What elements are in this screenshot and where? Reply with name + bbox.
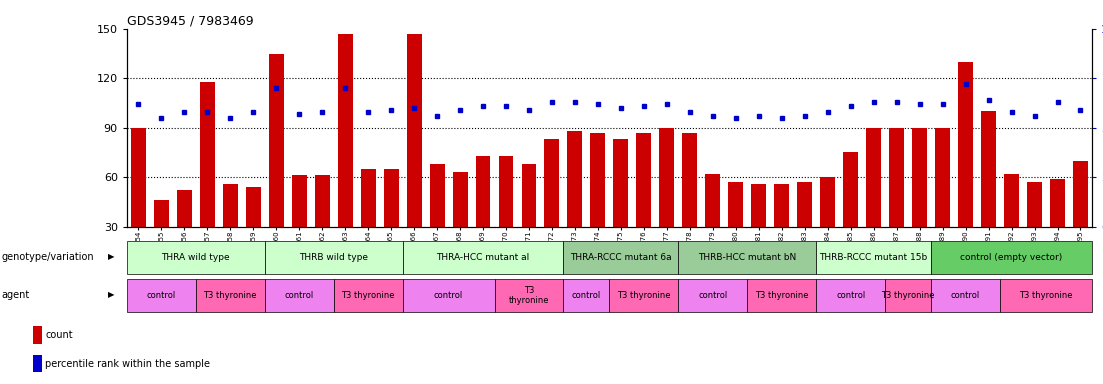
Text: control: control: [147, 291, 176, 300]
Bar: [774, 184, 790, 276]
Bar: [564, 279, 609, 312]
Bar: [678, 241, 816, 274]
Bar: [127, 241, 265, 274]
Bar: [334, 279, 403, 312]
Bar: [291, 175, 307, 276]
Bar: [545, 139, 559, 276]
Bar: [567, 131, 582, 276]
Bar: [246, 187, 260, 276]
Bar: [475, 156, 491, 276]
Bar: [384, 169, 398, 276]
Bar: [931, 279, 1000, 312]
Text: percentile rank within the sample: percentile rank within the sample: [45, 359, 211, 369]
Text: control: control: [285, 291, 314, 300]
Text: GDS3945 / 7983469: GDS3945 / 7983469: [127, 15, 254, 28]
Bar: [131, 127, 146, 276]
Bar: [931, 241, 1092, 274]
Bar: [748, 279, 816, 312]
Bar: [912, 127, 928, 276]
Bar: [314, 175, 330, 276]
Bar: [494, 279, 564, 312]
Bar: [705, 174, 720, 276]
Text: control (empty vector): control (empty vector): [961, 253, 1062, 262]
Text: THRA-HCC mutant al: THRA-HCC mutant al: [437, 253, 529, 262]
Bar: [127, 279, 196, 312]
Text: count: count: [45, 330, 73, 340]
Bar: [522, 164, 536, 276]
Bar: [265, 241, 403, 274]
Bar: [361, 169, 376, 276]
Text: ▶: ▶: [108, 252, 115, 261]
Text: genotype/variation: genotype/variation: [1, 252, 94, 262]
Text: T3 thyronine: T3 thyronine: [881, 291, 935, 300]
Bar: [660, 127, 674, 276]
Text: control: control: [951, 291, 981, 300]
Bar: [683, 132, 697, 276]
Bar: [196, 279, 265, 312]
Text: control: control: [433, 291, 463, 300]
Bar: [403, 279, 494, 312]
Bar: [636, 132, 652, 276]
Bar: [499, 156, 514, 276]
Text: agent: agent: [1, 290, 30, 300]
Text: T3
thyronine: T3 thyronine: [508, 286, 549, 305]
Text: T3 thyronine: T3 thyronine: [754, 291, 808, 300]
Bar: [1004, 174, 1019, 276]
Bar: [176, 190, 192, 276]
Bar: [609, 279, 678, 312]
Bar: [223, 184, 238, 276]
Bar: [959, 62, 973, 276]
Bar: [981, 111, 996, 276]
Bar: [678, 279, 748, 312]
Bar: [338, 34, 353, 276]
Bar: [843, 152, 858, 276]
Bar: [797, 182, 812, 276]
Bar: [590, 132, 606, 276]
Bar: [751, 184, 767, 276]
Text: T3 thyronine: T3 thyronine: [617, 291, 671, 300]
Text: control: control: [836, 291, 866, 300]
Bar: [816, 241, 931, 274]
Bar: [821, 177, 835, 276]
Bar: [885, 279, 931, 312]
Bar: [429, 164, 445, 276]
Bar: [407, 34, 421, 276]
Bar: [452, 172, 468, 276]
Bar: [1027, 182, 1042, 276]
Text: T3 thyronine: T3 thyronine: [1019, 291, 1073, 300]
Text: THRA-RCCC mutant 6a: THRA-RCCC mutant 6a: [570, 253, 672, 262]
Bar: [153, 200, 169, 276]
Bar: [403, 241, 564, 274]
Bar: [269, 53, 283, 276]
Text: control: control: [698, 291, 728, 300]
Text: THRB-RCCC mutant 15b: THRB-RCCC mutant 15b: [820, 253, 928, 262]
Bar: [200, 81, 215, 276]
Text: THRA wild type: THRA wild type: [161, 253, 231, 262]
Bar: [816, 279, 885, 312]
Bar: [1000, 279, 1092, 312]
Text: control: control: [571, 291, 601, 300]
Bar: [889, 127, 904, 276]
Bar: [1050, 179, 1065, 276]
Text: ▶: ▶: [108, 290, 115, 300]
Text: THRB wild type: THRB wild type: [299, 253, 368, 262]
Bar: [564, 241, 678, 274]
Bar: [866, 127, 881, 276]
Bar: [728, 182, 743, 276]
Bar: [613, 139, 629, 276]
Bar: [1073, 161, 1088, 276]
Text: THRB-HCC mutant bN: THRB-HCC mutant bN: [698, 253, 796, 262]
Text: T3 thyronine: T3 thyronine: [203, 291, 257, 300]
Bar: [935, 127, 950, 276]
Text: T3 thyronine: T3 thyronine: [341, 291, 395, 300]
Bar: [265, 279, 334, 312]
